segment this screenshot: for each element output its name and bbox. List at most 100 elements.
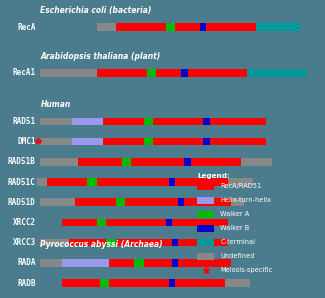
- Bar: [175, 23, 200, 31]
- Bar: [153, 118, 203, 125]
- Bar: [231, 198, 244, 206]
- Text: Helix-turn-helix: Helix-turn-helix: [220, 197, 271, 203]
- Text: RAD51B: RAD51B: [8, 157, 36, 166]
- Text: RAD51D: RAD51D: [8, 198, 36, 207]
- Bar: [175, 178, 228, 186]
- Bar: [40, 198, 75, 206]
- Bar: [40, 158, 78, 166]
- Text: XRCC3: XRCC3: [13, 238, 36, 247]
- Bar: [134, 259, 144, 267]
- Bar: [97, 23, 116, 31]
- Bar: [185, 198, 231, 206]
- Bar: [153, 138, 203, 145]
- Bar: [144, 138, 153, 145]
- Bar: [147, 69, 156, 77]
- Text: Walker A: Walker A: [220, 211, 250, 217]
- Bar: [247, 69, 306, 77]
- Bar: [172, 259, 178, 267]
- Bar: [197, 197, 214, 204]
- Bar: [40, 239, 69, 246]
- Bar: [40, 138, 72, 145]
- Bar: [256, 23, 300, 31]
- Text: RecA1: RecA1: [13, 68, 36, 77]
- Bar: [203, 138, 210, 145]
- Bar: [106, 239, 116, 246]
- Bar: [87, 178, 97, 186]
- Bar: [106, 219, 166, 226]
- Bar: [116, 239, 172, 246]
- Bar: [197, 183, 214, 190]
- Bar: [206, 23, 256, 31]
- Bar: [172, 219, 228, 226]
- Bar: [103, 138, 144, 145]
- Bar: [156, 69, 181, 77]
- Bar: [210, 118, 266, 125]
- Bar: [175, 279, 225, 287]
- Bar: [188, 69, 247, 77]
- Bar: [40, 259, 62, 267]
- Bar: [172, 239, 178, 246]
- Bar: [197, 225, 214, 232]
- Text: DMC1: DMC1: [17, 137, 36, 146]
- Bar: [116, 23, 166, 31]
- Bar: [197, 253, 214, 260]
- Bar: [181, 69, 188, 77]
- Bar: [191, 158, 241, 166]
- Bar: [178, 198, 185, 206]
- Bar: [122, 158, 131, 166]
- Bar: [40, 118, 72, 125]
- Text: XRCC2: XRCC2: [13, 218, 36, 227]
- Bar: [37, 178, 47, 186]
- Bar: [62, 259, 84, 267]
- Bar: [166, 23, 175, 31]
- Bar: [97, 69, 147, 77]
- Bar: [75, 198, 116, 206]
- Bar: [116, 198, 125, 206]
- Bar: [109, 259, 134, 267]
- Bar: [166, 219, 172, 226]
- Text: Arabidopsis thaliana (plant): Arabidopsis thaliana (plant): [40, 52, 161, 61]
- Bar: [84, 259, 109, 267]
- Bar: [69, 239, 106, 246]
- Bar: [40, 69, 97, 77]
- Bar: [241, 158, 272, 166]
- Text: Meiosis-specific: Meiosis-specific: [220, 267, 273, 273]
- Bar: [97, 178, 169, 186]
- Text: RAD51: RAD51: [13, 117, 36, 126]
- Text: Legend:: Legend:: [197, 173, 230, 179]
- Bar: [97, 219, 106, 226]
- Text: RADA: RADA: [17, 258, 36, 267]
- Bar: [103, 118, 144, 125]
- Bar: [197, 239, 214, 246]
- Text: Human: Human: [40, 100, 71, 109]
- Bar: [72, 138, 103, 145]
- Text: RecA/RAD51: RecA/RAD51: [220, 183, 262, 189]
- Bar: [185, 158, 191, 166]
- Bar: [197, 211, 214, 218]
- Bar: [47, 178, 87, 186]
- Text: C-terminal: C-terminal: [220, 239, 255, 245]
- Bar: [210, 138, 266, 145]
- Bar: [125, 198, 178, 206]
- Bar: [200, 23, 206, 31]
- Bar: [78, 158, 122, 166]
- Bar: [62, 219, 97, 226]
- Bar: [178, 239, 228, 246]
- Text: RAD51C: RAD51C: [8, 178, 36, 187]
- Bar: [228, 178, 254, 186]
- Bar: [144, 118, 153, 125]
- Text: Pyrococcus abyssi (Archaea): Pyrococcus abyssi (Archaea): [40, 240, 163, 249]
- Bar: [144, 259, 172, 267]
- Bar: [225, 279, 250, 287]
- Bar: [131, 158, 185, 166]
- Text: Walker B: Walker B: [220, 225, 250, 231]
- Bar: [178, 259, 231, 267]
- Text: RADB: RADB: [17, 279, 36, 288]
- Bar: [62, 279, 100, 287]
- Bar: [169, 279, 175, 287]
- Text: RecA: RecA: [17, 23, 36, 32]
- Bar: [100, 279, 109, 287]
- Text: Undefined: Undefined: [220, 253, 255, 259]
- Bar: [169, 178, 175, 186]
- Text: Escherichia coli (bacteria): Escherichia coli (bacteria): [40, 6, 152, 15]
